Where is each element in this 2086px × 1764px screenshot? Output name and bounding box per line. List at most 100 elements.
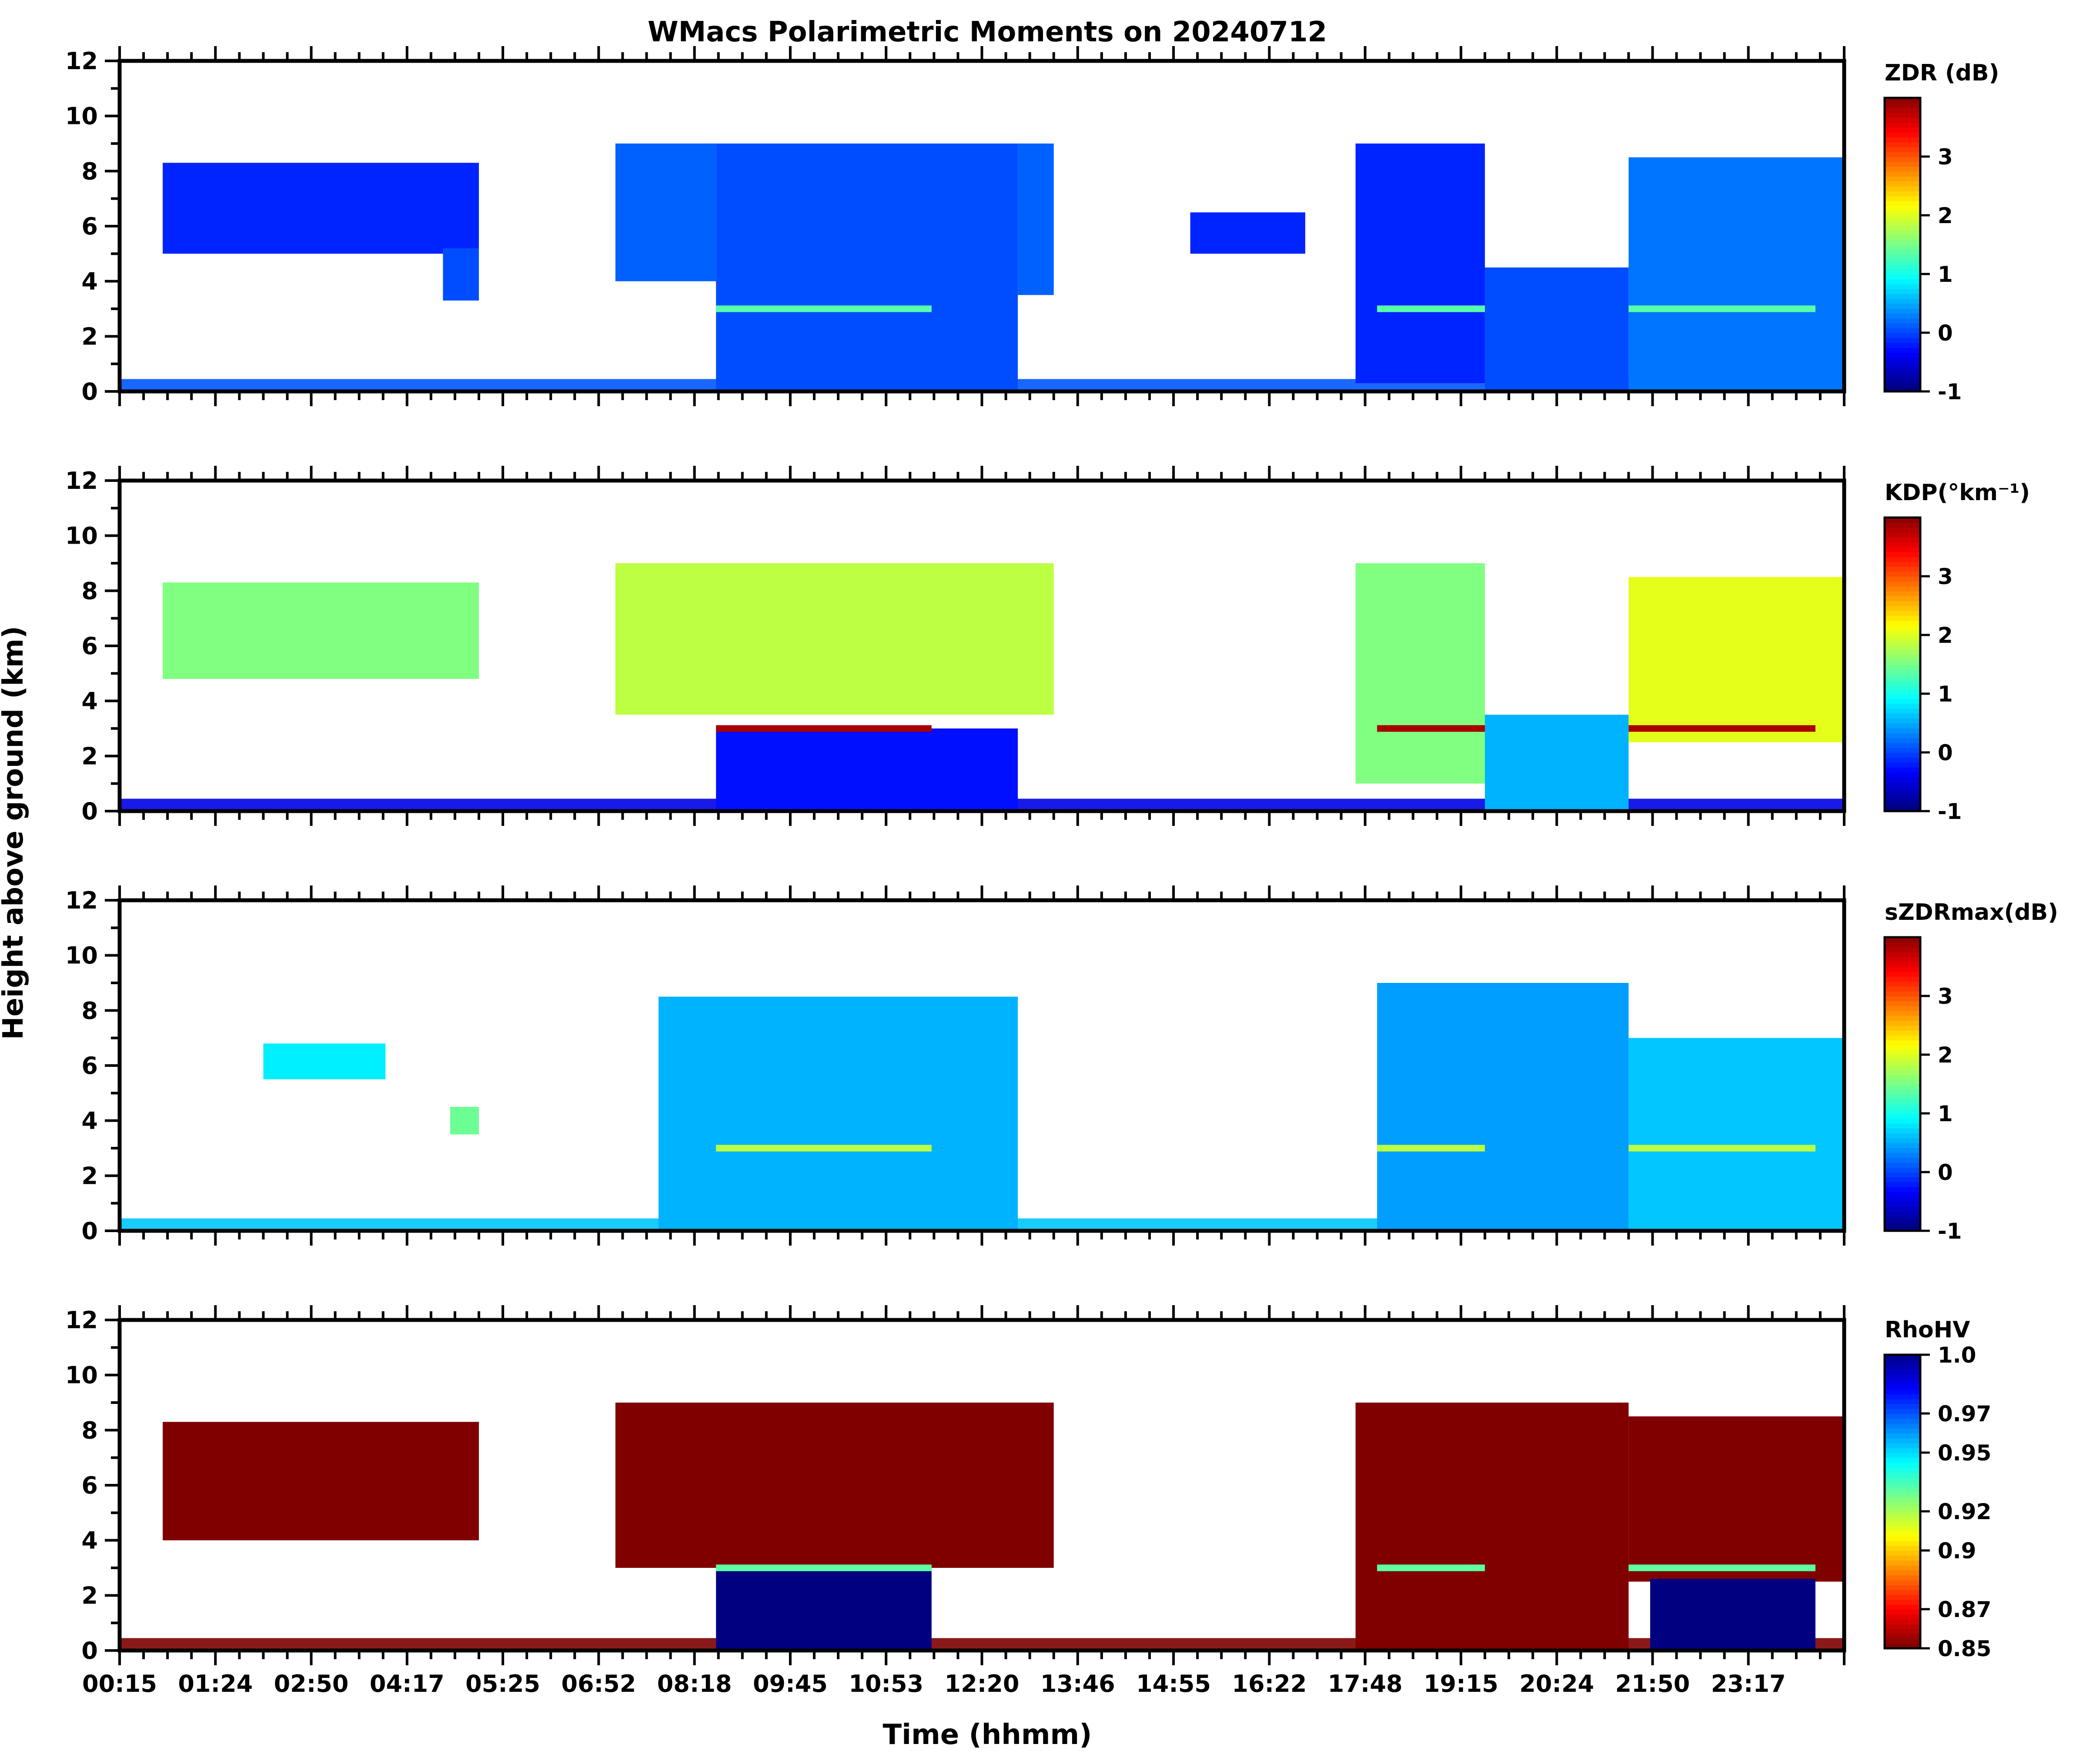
- colorbar-tick-label: 0.87: [1938, 1597, 1991, 1622]
- colorbar-segment: [1885, 1516, 1920, 1522]
- colorbar-tick-label: 2: [1938, 1042, 1953, 1068]
- colorbar-tick-label: 0: [1938, 321, 1953, 346]
- colorbar-segment: [1885, 1123, 1920, 1129]
- y-tick-label: 10: [65, 942, 98, 969]
- colorbar-segment: [1885, 747, 1920, 753]
- colorbar-segment: [1885, 1186, 1920, 1192]
- colorbar-segment: [1885, 166, 1920, 172]
- colorbar-segment: [1885, 1030, 1920, 1036]
- colorbar-segment: [1885, 561, 1920, 567]
- colorbar-segment: [1885, 1360, 1920, 1365]
- colorbar-segment: [1885, 1389, 1920, 1394]
- y-tick-label: 2: [81, 742, 98, 770]
- colorbar-segment: [1885, 127, 1920, 133]
- colorbar-zdr: ZDR (dB) -1 0 1 2 3: [1883, 60, 1999, 404]
- colorbar-segment: [1885, 1560, 1920, 1566]
- colorbar-segment: [1885, 1614, 1920, 1620]
- colorbar-rhohv: RhoHV 0.85 0.87 0.9 0.92 0.95 0.97 1.0: [1883, 1317, 1991, 1661]
- echo-region: [1628, 1416, 1844, 1582]
- echo-region: [163, 1422, 479, 1540]
- colorbar-segment: [1885, 269, 1920, 274]
- colorbar-frame: [1883, 516, 1922, 812]
- colorbar-segment: [1885, 323, 1920, 328]
- colorbar-tick-label: 1: [1938, 682, 1953, 707]
- colorbar-segment: [1885, 971, 1920, 977]
- colorbar-segment: [1885, 1364, 1920, 1370]
- colorbar-segment: [1885, 1094, 1920, 1099]
- colorbar-segment: [1885, 1064, 1920, 1070]
- colorbar-frame: [1883, 936, 1922, 1232]
- colorbar-segment: [1885, 1634, 1920, 1639]
- colorbar-segment: [1885, 659, 1920, 665]
- colorbar-segment: [1885, 937, 1920, 943]
- colorbar-tick-label: 0.97: [1938, 1401, 1991, 1427]
- y-axis-label: Height above ground (km): [0, 626, 30, 1040]
- colorbar-segment: [1885, 1433, 1920, 1439]
- colorbar-segment: [1885, 1570, 1920, 1576]
- colorbar-segment: [1885, 1506, 1920, 1512]
- bright-band: [716, 1145, 932, 1152]
- colorbar-segment: [1885, 733, 1920, 738]
- colorbar-tick-label: 3: [1938, 144, 1953, 170]
- colorbar-segment: [1885, 1540, 1920, 1546]
- colorbar-segment: [1885, 117, 1920, 123]
- colorbar-segment: [1885, 342, 1920, 348]
- colorbar-tick-label: 0: [1938, 740, 1953, 765]
- colorbar-segment: [1885, 1624, 1920, 1629]
- colorbar-segment: [1885, 1438, 1920, 1443]
- colorbar-segment: [1885, 284, 1920, 289]
- colorbar-segment: [1885, 986, 1920, 992]
- colorbar-segment: [1885, 738, 1920, 743]
- y-tick-label: 0: [81, 378, 98, 405]
- colorbar-segment: [1885, 1487, 1920, 1492]
- colorbar-segment: [1885, 157, 1920, 162]
- colorbar-segment: [1885, 377, 1920, 382]
- colorbar-segment: [1885, 1599, 1920, 1605]
- y-tick-label: 2: [81, 323, 98, 350]
- x-tick-label: 14:55: [1136, 1670, 1211, 1697]
- colorbar-segment: [1885, 171, 1920, 177]
- colorbar-segment: [1885, 1399, 1920, 1404]
- colorbar-tick-label: 1: [1938, 1101, 1953, 1126]
- colorbar-segment: [1885, 615, 1920, 621]
- colorbar-segment: [1885, 264, 1920, 270]
- colorbar-segment: [1885, 966, 1920, 972]
- echo-region: [1484, 267, 1629, 391]
- colorbar-segment: [1885, 1590, 1920, 1595]
- colorbar-tick-label: -1: [1938, 799, 1962, 824]
- colorbar-segment: [1885, 996, 1920, 1002]
- colorbar-segment: [1885, 1550, 1920, 1556]
- colorbar-segment: [1885, 1413, 1920, 1419]
- echo-region: [1484, 715, 1629, 811]
- y-tick-label: 8: [81, 577, 98, 605]
- colorbar-segment: [1885, 782, 1920, 787]
- colorbar-segment: [1885, 303, 1920, 309]
- colorbar-segment: [1885, 694, 1920, 699]
- colorbar-segment: [1885, 723, 1920, 728]
- colorbar-segment: [1885, 1138, 1920, 1143]
- x-tick-label: 10:53: [849, 1670, 923, 1697]
- panel-rhohv: 0 2 4 6 8 10 12 00:15 01:24 02:50 04:17 05:25 06:52 0…: [65, 1305, 1991, 1697]
- colorbar-segment: [1885, 200, 1920, 206]
- colorbar-segment: [1885, 645, 1920, 650]
- colorbar-segment: [1885, 1059, 1920, 1065]
- colorbar-segment: [1885, 1638, 1920, 1644]
- colorbar-segment: [1885, 596, 1920, 601]
- y-tick-label: 4: [81, 688, 98, 715]
- colorbar-segment: [1885, 205, 1920, 211]
- echo-region: [1628, 157, 1844, 392]
- bright-band: [716, 725, 932, 732]
- colorbar-segment: [1885, 703, 1920, 709]
- y-tick-label: 10: [65, 1362, 98, 1389]
- x-tick-label: 00:15: [82, 1670, 157, 1697]
- colorbar-tick-label: -1: [1938, 1219, 1962, 1244]
- colorbar-segment: [1885, 1453, 1920, 1458]
- echo-region: [163, 582, 479, 679]
- echo-region: [1355, 1403, 1629, 1650]
- y-tick-label: 6: [81, 213, 98, 240]
- colorbar-segment: [1885, 1369, 1920, 1375]
- colorbar-segment: [1885, 684, 1920, 689]
- echo-region: [716, 1568, 932, 1650]
- colorbar-segment: [1885, 792, 1920, 797]
